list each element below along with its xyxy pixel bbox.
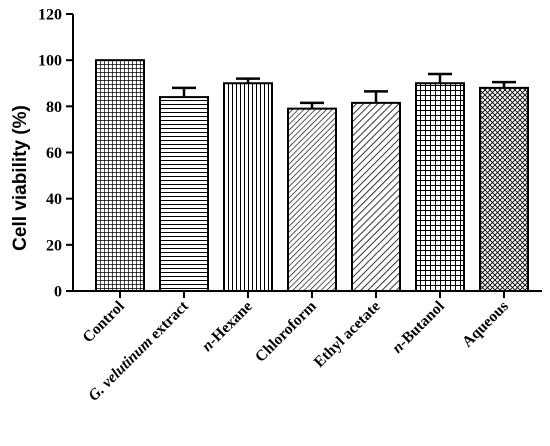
y-tick-label: 80 [46, 99, 62, 116]
bar [223, 82, 273, 292]
x-axis [72, 290, 542, 298]
error-bars [172, 72, 516, 109]
bar [351, 101, 401, 292]
y-axis-title: Cell viability (%) [10, 105, 31, 251]
bar [479, 86, 529, 292]
x-tick-label: Aqueous [459, 298, 512, 351]
y-axis: 0 20 40 60 80 100 120 [38, 7, 74, 301]
y-tick-label: 100 [38, 53, 62, 70]
bar [415, 82, 465, 292]
bars [95, 59, 529, 293]
bar [287, 107, 337, 293]
y-tick-label: 60 [46, 145, 62, 162]
x-tick-label: n-Hexane [199, 298, 256, 355]
x-tick-label: Control [79, 297, 128, 346]
y-tick-label: 40 [46, 191, 62, 208]
bar [159, 96, 209, 292]
x-tick-label: Chloroform [252, 298, 320, 366]
x-tick-label: n-Butanol [389, 297, 448, 356]
y-tick-label: 0 [54, 284, 62, 301]
y-tick-label: 120 [38, 7, 62, 24]
y-tick-label: 20 [46, 237, 62, 254]
bar [95, 59, 145, 292]
x-tick-label: Ethyl acetate [311, 298, 384, 371]
